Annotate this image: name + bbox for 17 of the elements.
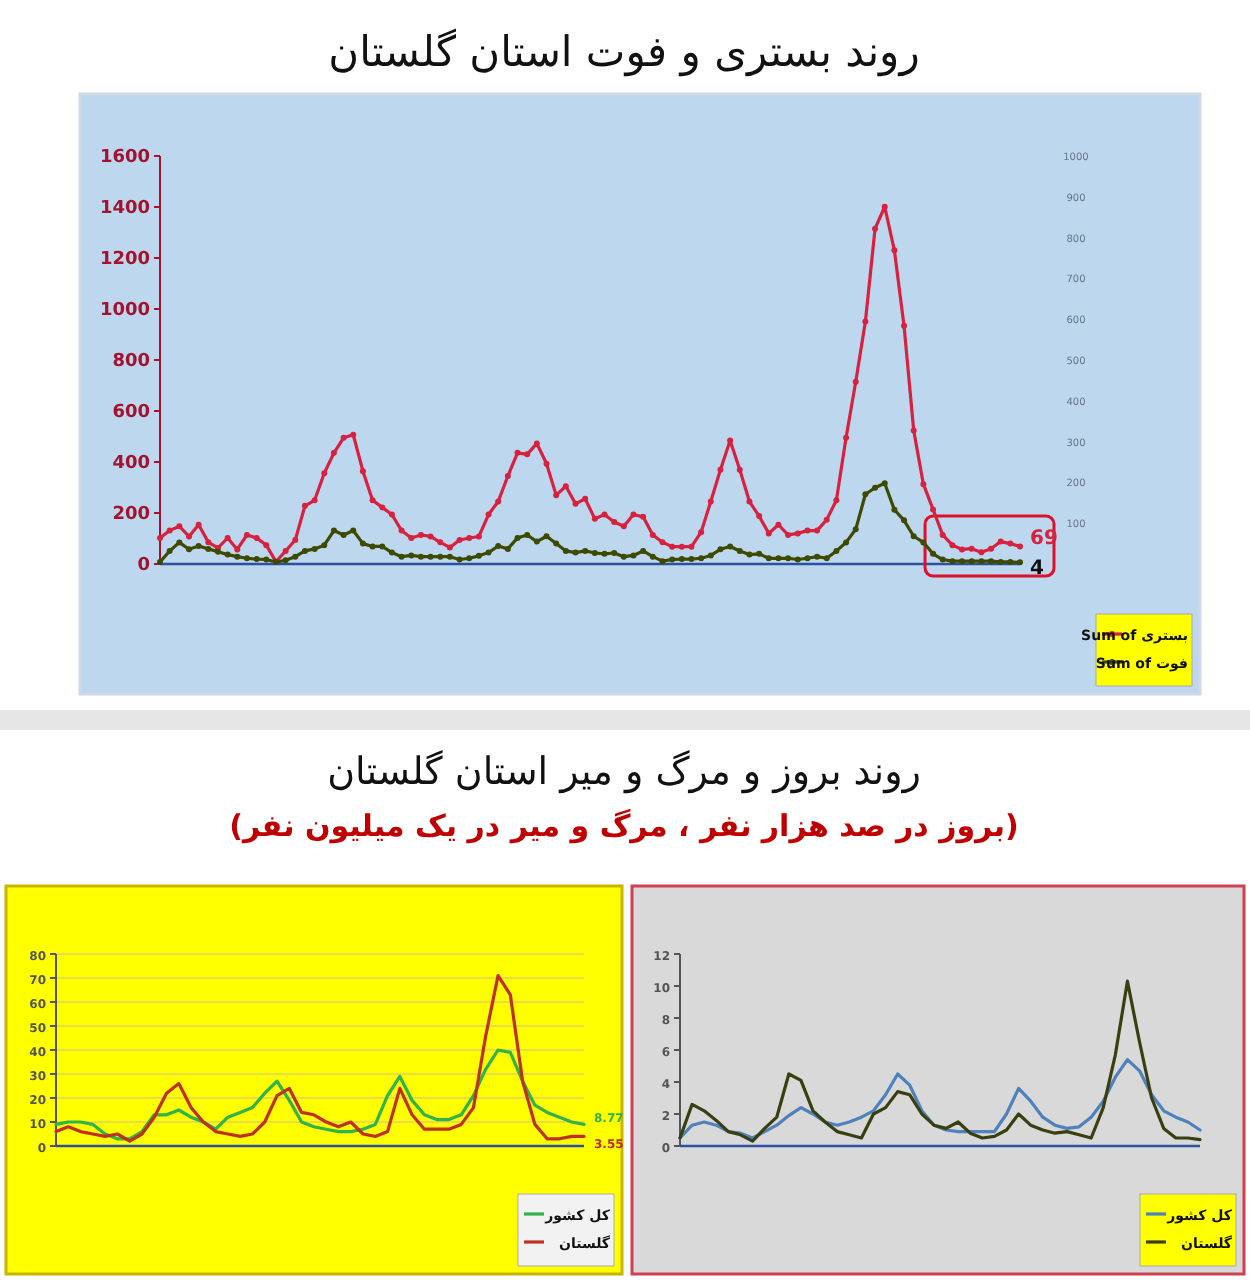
chart-title: روند بروز و مرگ و میر استان گلستان xyxy=(327,748,921,794)
y-tick-label: 1200 xyxy=(99,250,150,270)
line-series xyxy=(678,1058,1202,1140)
y-tick-label: 0 xyxy=(137,556,150,576)
y-tick-label: 600 xyxy=(112,403,150,423)
line-series xyxy=(54,1048,586,1141)
text: 4 xyxy=(1030,558,1044,581)
line-series xyxy=(54,974,586,1143)
y-tick-label: 1400 xyxy=(99,199,150,219)
chart-subtitle: (بروز در صد هزار نفر ، مرگ و میر در یک میلیون نفر) xyxy=(229,808,1019,844)
y-tick-label: 400 xyxy=(112,454,150,474)
y-tick-label: 200 xyxy=(112,505,150,525)
y-tick-label: 1600 xyxy=(99,148,150,168)
line-series xyxy=(678,979,1202,1143)
y-tick-label: 800 xyxy=(112,352,150,372)
y-tick-label: 1000 xyxy=(99,301,150,321)
chart-title: روند بستری و فوت استان گلستان xyxy=(328,28,920,78)
